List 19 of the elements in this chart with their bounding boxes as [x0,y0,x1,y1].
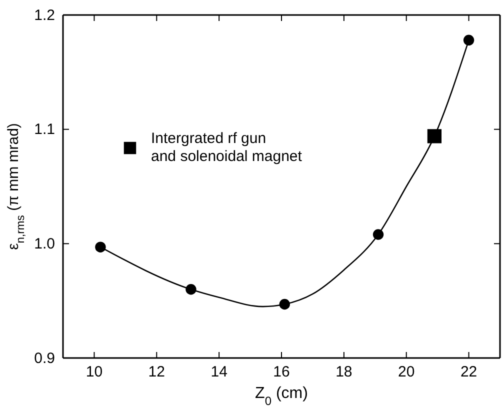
y-tick-label: 0.9 [34,350,55,367]
x-tick-label: 22 [460,364,478,381]
y-tick-label: 1.1 [34,121,55,138]
point [463,34,474,46]
point [372,229,384,240]
point [95,242,106,252]
x-tick-label: 20 [398,364,415,381]
x-tick-label: 10 [86,364,103,381]
point [427,129,442,144]
point [186,284,196,295]
x-axis-title: Z$_{0}$ (cm) [255,385,308,406]
point [279,298,290,310]
x-tick-label: 18 [336,364,352,381]
x-tick-label: 16 [273,364,290,381]
legend-label: Intergrated rf gun and solenoidal magnet [151,130,303,165]
y-tick-label: 1.2 [34,6,55,24]
x-tick-label: 12 [148,364,165,381]
y-tick-label: 1.0 [34,235,55,252]
x-tick-label: 14 [210,364,228,381]
